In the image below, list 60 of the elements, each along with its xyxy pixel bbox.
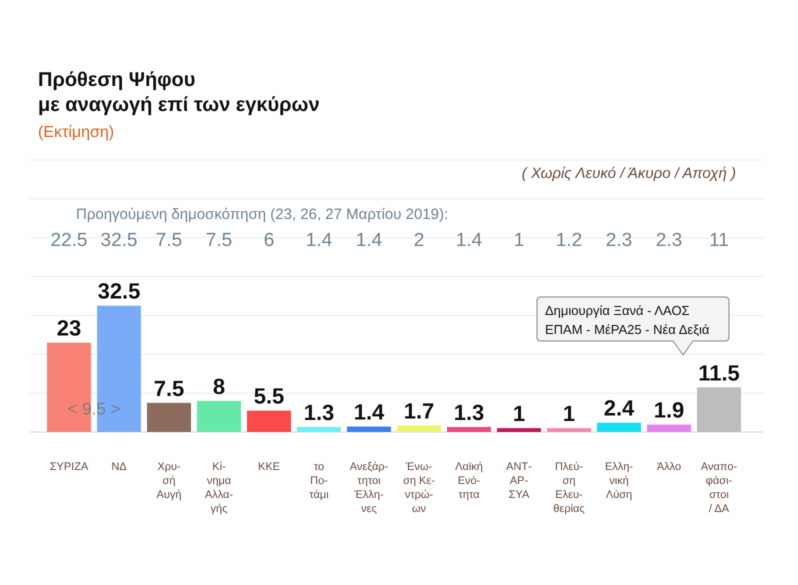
x-tick-label: Ανεξάρ- τητοι Έλλη- νες [350, 461, 389, 515]
data-label: 7.5 [154, 376, 184, 401]
bar [547, 428, 591, 432]
annotation: 1.4 [456, 230, 483, 251]
data-label: 1 [512, 401, 526, 426]
bar [647, 424, 691, 432]
bar [597, 422, 641, 432]
annotation: 11 [709, 230, 729, 251]
annotation: 1.4 [356, 230, 383, 251]
data-label: 2.4 [604, 396, 636, 421]
x-tick-label: ΝΔ [111, 461, 128, 473]
chart-subtitle: (Εκτίμηση) [38, 124, 114, 141]
bar [447, 426, 491, 432]
data-label: 1.9 [654, 398, 684, 423]
annotation: 6 [264, 230, 274, 251]
bar [297, 426, 341, 432]
x-tick-label: Ένω- ση Κε- ντρώ- ων [403, 461, 436, 515]
x-tick-label: Αναπο- φάσι- στοι / ΔΑ [700, 461, 738, 515]
bar [247, 410, 291, 432]
annotation: 2.3 [606, 230, 632, 251]
annotation: 32.5 [100, 230, 138, 251]
annotation: 7.5 [156, 230, 182, 251]
data-label: 1 [562, 401, 576, 426]
data-label: 11.5 [698, 360, 740, 386]
data-label: 23 [56, 316, 82, 341]
x-tick-label: ΚΚΕ [258, 461, 280, 473]
x-tick-label: Κί- νημα Αλλα- γής [204, 461, 234, 515]
annotation: 1.4 [306, 230, 333, 251]
annotation: Δημιουργία Ξανά - ΛΑΟΣ ΕΠΑΜ - ΜέΡΑ25 - Νέα Δεξιά [545, 303, 710, 337]
data-label: 1.3 [454, 400, 484, 425]
bar [347, 426, 391, 432]
annotation: < 9.5 > [68, 400, 121, 419]
data-label: 32.5 [98, 278, 140, 304]
x-tick-label: ΑΝΤ- ΑΡ- ΣΥΑ [506, 461, 532, 501]
data-label: 1.7 [404, 398, 434, 424]
annotation: 2 [414, 230, 424, 251]
x-tick-label: Λαϊκή Ενό- τητα [455, 461, 483, 501]
bar [197, 400, 241, 432]
x-tick-label: Ελλη- νική Λύση [604, 461, 634, 501]
data-label: 8 [212, 374, 226, 399]
annotation: 2.3 [656, 230, 682, 251]
annotation: 22.5 [50, 230, 88, 251]
x-tick-label: το Πο- τάμι [309, 461, 330, 501]
data-label: 5.5 [254, 384, 284, 409]
bar [697, 387, 741, 432]
annotation: Προηγούμενη δημοσκόπηση (23, 26, 27 Μαρτίου 2019): [76, 206, 448, 223]
bar [397, 425, 441, 432]
annotation: ( Χωρίς Λευκό / Άκυρο / Αποχή ) [522, 165, 736, 182]
x-tick-label: Άλλο [656, 461, 682, 473]
bar [497, 428, 541, 432]
annotation: 7.5 [206, 230, 232, 251]
data-label: 1.3 [304, 400, 334, 425]
data-label: 1.4 [354, 400, 386, 425]
x-tick-label: Πλεύ- ση Ελευ- θερίας [553, 461, 585, 515]
annotation: 1.2 [556, 230, 582, 251]
bar [147, 402, 191, 432]
chart-title: Πρόθεση Ψήφου με αναγωγή επί των εγκύρων [38, 69, 320, 116]
x-tick-label: Χρυ- σή Αυγή [156, 461, 182, 501]
annotation: 1 [514, 230, 524, 251]
x-tick-label: ΣΥΡΙΖΑ [50, 461, 89, 473]
